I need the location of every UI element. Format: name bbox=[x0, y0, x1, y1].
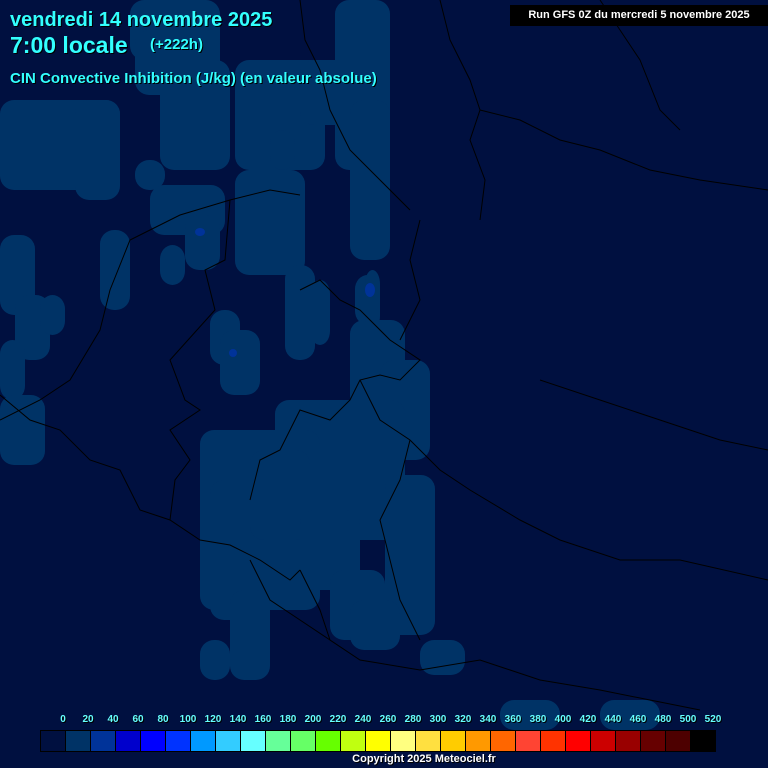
legend-swatch bbox=[666, 731, 691, 751]
legend-swatch bbox=[116, 731, 141, 751]
cin-peaks bbox=[195, 228, 375, 357]
legend-label: 40 bbox=[107, 714, 119, 725]
legend-swatch bbox=[416, 731, 441, 751]
cin-area bbox=[75, 100, 120, 200]
cin-area bbox=[160, 60, 230, 170]
cin-area bbox=[420, 640, 465, 675]
cin-peak bbox=[195, 228, 205, 236]
cin-peak bbox=[365, 283, 375, 297]
parameter-title: CIN Convective Inhibition (J/kg) (en val… bbox=[10, 70, 377, 87]
legend-swatch bbox=[391, 731, 416, 751]
cin-area bbox=[350, 100, 390, 260]
cin-area bbox=[350, 600, 400, 650]
legend-swatch bbox=[691, 731, 715, 751]
legend-swatch bbox=[216, 731, 241, 751]
legend-label: 0 bbox=[60, 714, 66, 725]
cin-area bbox=[250, 450, 310, 540]
legend-swatch bbox=[466, 731, 491, 751]
legend-swatch bbox=[241, 731, 266, 751]
cin-field bbox=[0, 0, 660, 730]
cin-area bbox=[365, 270, 380, 330]
legend-swatch bbox=[191, 731, 216, 751]
legend-label: 500 bbox=[679, 714, 697, 725]
legend-label: 480 bbox=[654, 714, 672, 725]
cin-area bbox=[200, 640, 230, 680]
legend-swatch bbox=[316, 731, 341, 751]
legend-label: 80 bbox=[157, 714, 169, 725]
cin-area bbox=[270, 130, 295, 170]
legend-swatch bbox=[141, 731, 166, 751]
forecast-lead-time: (+222h) bbox=[150, 36, 203, 53]
cin-area bbox=[235, 170, 305, 275]
legend-label: 180 bbox=[279, 714, 297, 725]
legend-label: 520 bbox=[704, 714, 722, 725]
legend-swatch bbox=[566, 731, 591, 751]
legend-label: 140 bbox=[229, 714, 247, 725]
cin-area bbox=[285, 265, 315, 360]
legend-label: 400 bbox=[554, 714, 572, 725]
legend-label: 320 bbox=[454, 714, 472, 725]
legend-label: 360 bbox=[504, 714, 522, 725]
legend-swatch bbox=[41, 731, 66, 751]
copyright: Copyright 2025 Meteociel.fr bbox=[352, 753, 496, 765]
legend-swatch bbox=[366, 731, 391, 751]
legend-swatch bbox=[441, 731, 466, 751]
cin-area bbox=[0, 395, 45, 465]
legend-swatch bbox=[266, 731, 291, 751]
legend-swatch bbox=[541, 731, 566, 751]
color-legend bbox=[40, 730, 716, 752]
cin-area bbox=[220, 330, 260, 395]
run-info: Run GFS 0Z du mercredi 5 novembre 2025 bbox=[510, 5, 768, 26]
cin-area bbox=[160, 245, 185, 285]
legend-label: 220 bbox=[329, 714, 347, 725]
forecast-date: vendredi 14 novembre 2025 bbox=[10, 9, 273, 31]
legend-swatch bbox=[91, 731, 116, 751]
legend-label: 300 bbox=[429, 714, 447, 725]
cin-area bbox=[185, 215, 220, 270]
legend-label: 200 bbox=[304, 714, 322, 725]
cin-area bbox=[100, 230, 130, 310]
legend-label: 60 bbox=[132, 714, 144, 725]
cin-area bbox=[385, 475, 435, 635]
legend-swatch bbox=[616, 731, 641, 751]
legend-labels: 0 20 40 60 80 100 120 140 160 180 200 220 240 260 280 3… bbox=[0, 714, 768, 728]
forecast-time: 7:00 locale bbox=[10, 32, 128, 58]
legend-label: 100 bbox=[179, 714, 197, 725]
legend-label: 280 bbox=[404, 714, 422, 725]
cin-area bbox=[40, 295, 65, 335]
cin-area bbox=[135, 160, 165, 190]
legend-swatch bbox=[516, 731, 541, 751]
legend-label: 20 bbox=[82, 714, 94, 725]
legend-swatch bbox=[66, 731, 91, 751]
legend-swatch bbox=[291, 731, 316, 751]
legend-label: 260 bbox=[379, 714, 397, 725]
legend-swatch bbox=[341, 731, 366, 751]
legend-swatch bbox=[166, 731, 191, 751]
cin-area bbox=[0, 340, 25, 400]
legend-label: 120 bbox=[204, 714, 222, 725]
country-borders bbox=[0, 0, 768, 711]
legend-label: 340 bbox=[479, 714, 497, 725]
legend-label: 160 bbox=[254, 714, 272, 725]
legend-swatch bbox=[491, 731, 516, 751]
cin-area bbox=[230, 590, 270, 680]
cin-area bbox=[500, 700, 560, 730]
legend-label: 380 bbox=[529, 714, 547, 725]
legend-swatch bbox=[641, 731, 666, 751]
legend-swatch bbox=[591, 731, 616, 751]
cin-peak bbox=[229, 349, 237, 357]
legend-label: 440 bbox=[604, 714, 622, 725]
cin-area bbox=[600, 700, 660, 730]
cin-area bbox=[0, 235, 35, 315]
legend-label: 420 bbox=[579, 714, 597, 725]
legend-label: 460 bbox=[629, 714, 647, 725]
legend-label: 240 bbox=[354, 714, 372, 725]
